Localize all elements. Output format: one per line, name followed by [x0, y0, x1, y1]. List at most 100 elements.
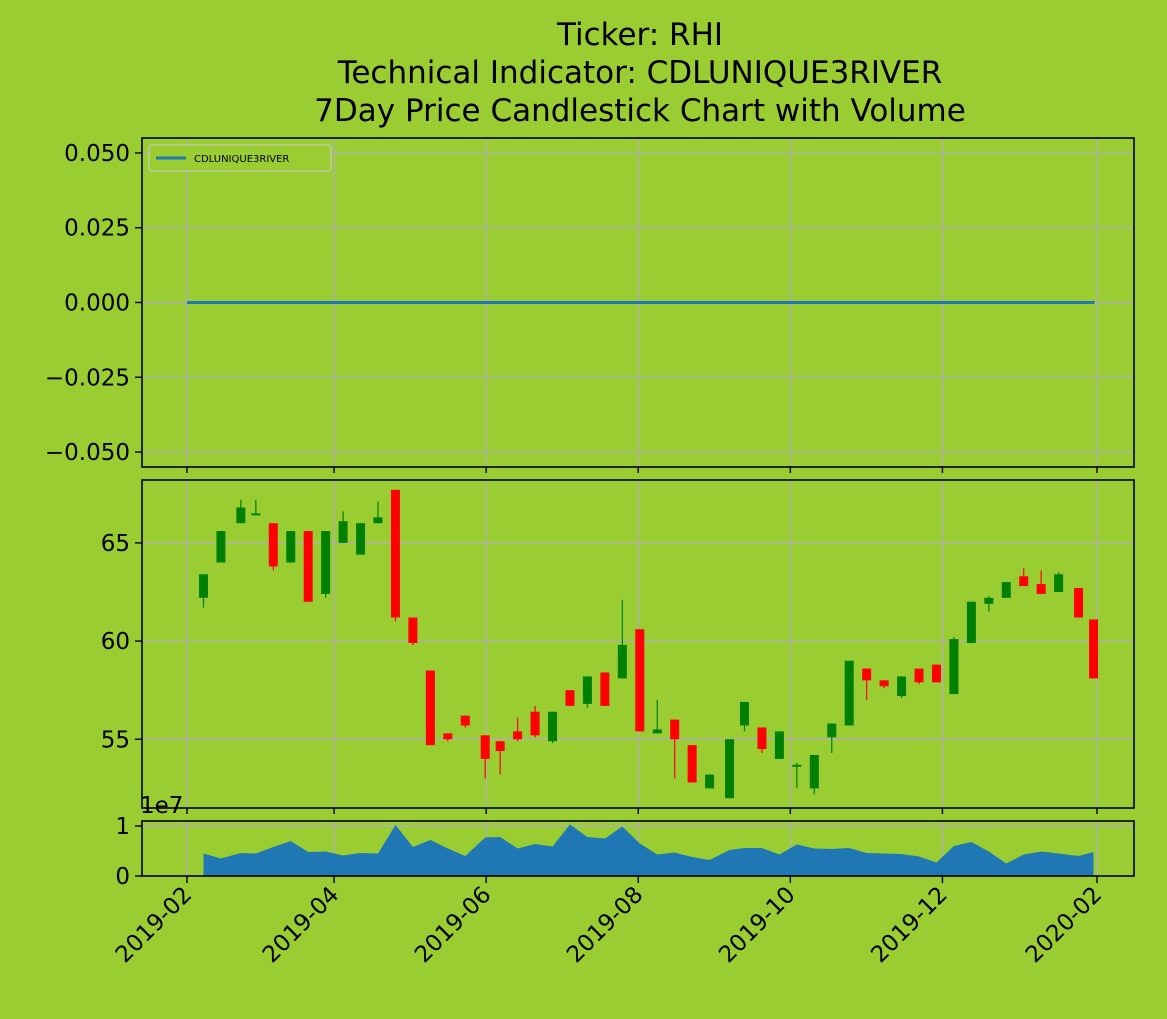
indicator-panel: 0.050 0.025 0.000 −0.025 −0.050 CDLUNIQUE3RI… [45, 137, 1135, 468]
candle-2020-01-21 [1074, 588, 1084, 618]
candle-body [725, 739, 735, 799]
candle-2019-02-11 [216, 531, 226, 563]
candle-body [879, 680, 889, 687]
legend-box [148, 144, 332, 172]
candle-body [425, 670, 435, 746]
candle-body [495, 741, 505, 752]
candle-body [914, 668, 924, 683]
candle-body [1019, 576, 1029, 587]
y-tick-label-1: 0 [115, 864, 130, 890]
candle-2019-10-07 [809, 754, 819, 795]
candle-body [774, 731, 784, 759]
candle-body [443, 733, 453, 740]
candle-2019-07-22 [617, 599, 627, 679]
candle-2019-12-23 [1001, 582, 1011, 598]
candle-body [216, 531, 226, 563]
candle-body [408, 617, 418, 644]
volume-area [203, 824, 1094, 876]
candle-body [460, 715, 470, 726]
candle-body [530, 711, 540, 736]
y-tick-label-4: −0.050 [45, 440, 130, 466]
candle-body [757, 727, 767, 750]
indicator-y-ticks: 0.050 0.025 0.000 −0.025 −0.050 [45, 141, 142, 466]
candle-2020-01-27 [1089, 619, 1099, 679]
candle-body [513, 731, 523, 740]
candle-body [548, 711, 558, 742]
y-tick-label-1: 0.025 [64, 216, 130, 242]
candle-2019-02-04 [198, 574, 208, 608]
title-line-3: 7Day Price Candlestick Chart with Volume [314, 93, 966, 129]
candle-2019-03-18 [303, 531, 313, 602]
candle-body [862, 668, 872, 681]
candle-2019-05-13 [443, 733, 453, 742]
candle-2019-10-21 [844, 660, 854, 726]
candle-2019-07-01 [565, 690, 575, 706]
candle-2019-11-11 [897, 676, 907, 699]
candle-body [268, 523, 278, 567]
candle-2019-09-16 [757, 727, 767, 754]
candle-body [844, 660, 854, 726]
y-tick-label-2: 0.000 [64, 291, 130, 317]
candle-2019-10-28 [862, 668, 872, 700]
candle-body [582, 676, 592, 704]
volume-area-path [203, 824, 1094, 876]
candle-body [565, 690, 575, 706]
candle-body [480, 735, 490, 759]
candle-2019-06-24 [548, 711, 558, 744]
candle-2019-10-14 [827, 723, 837, 754]
candle-body [670, 719, 680, 740]
candle-2019-03-25 [321, 531, 331, 598]
candle-body [321, 531, 331, 594]
candle-2019-04-22 [390, 489, 400, 622]
candle-2019-05-28 [480, 735, 490, 779]
candle-body [617, 644, 627, 679]
candle-body [338, 521, 348, 543]
candle-body [931, 664, 941, 683]
title-line-1: Ticker: RHI [556, 17, 723, 53]
price-panel: 65 60 55 [101, 479, 1135, 809]
candle-2019-12-02 [949, 637, 959, 695]
price-y-ticks: 65 60 55 [101, 531, 142, 753]
candle-body [687, 745, 697, 783]
candle-body [356, 523, 366, 555]
indicator-legend: CDLUNIQUE3RIVER [148, 144, 332, 172]
volume-y-ticks: 10 [115, 814, 142, 890]
candle-body [739, 701, 749, 726]
candle-body [251, 513, 261, 516]
candle-2019-04-08 [356, 523, 366, 555]
candle-body [949, 639, 959, 695]
candle-body [652, 729, 662, 734]
candle-body [1036, 584, 1046, 594]
candle-2019-07-29 [635, 629, 645, 732]
candle-2019-07-15 [600, 672, 610, 706]
legend-label: CDLUNIQUE3RIVER [194, 154, 289, 165]
candle-body [1001, 582, 1011, 598]
title-line-2: Technical Indicator: CDLUNIQUE3RIVER [337, 55, 943, 91]
candle-body [635, 629, 645, 732]
y-tick-label-2: 55 [101, 727, 130, 753]
candle-2019-06-10 [513, 717, 523, 742]
candle-2019-09-09 [739, 701, 749, 732]
candle-2019-11-04 [879, 680, 889, 689]
candle-2019-08-26 [705, 774, 715, 789]
candle-2019-06-17 [530, 705, 540, 738]
y-tick-label-0: 1 [115, 814, 130, 840]
candle-body [966, 601, 976, 644]
candle-2019-12-09 [966, 601, 976, 644]
candle-body [827, 723, 837, 738]
candle-2019-07-08 [582, 676, 592, 708]
volume-panel: 10 1e7 [115, 793, 1135, 890]
candle-2019-04-01 [338, 511, 348, 543]
price-candles [198, 489, 1099, 799]
candle-2019-04-29 [408, 617, 418, 645]
candle-body [236, 507, 246, 524]
candle-2019-05-06 [425, 670, 435, 746]
candle-body [373, 517, 383, 524]
candle-2019-09-30 [792, 762, 802, 789]
candle-2019-11-25 [931, 664, 941, 683]
candle-2019-09-23 [774, 731, 784, 759]
candle-body [897, 676, 907, 697]
candle-2019-12-30 [1019, 568, 1029, 587]
candle-2019-12-16 [984, 595, 994, 612]
